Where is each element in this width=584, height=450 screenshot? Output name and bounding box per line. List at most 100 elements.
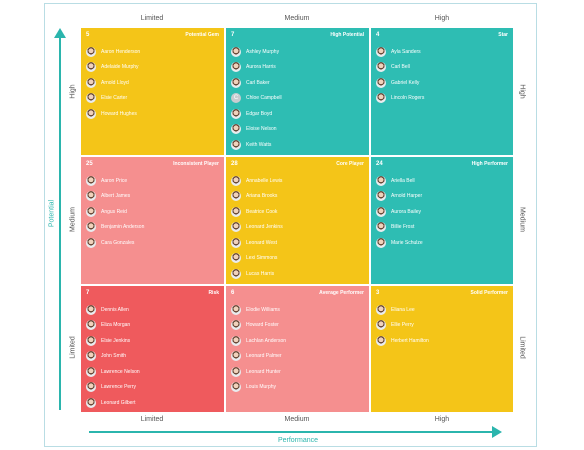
potential-arrow-icon — [54, 28, 66, 38]
person-item[interactable]: Leonard Jenkins — [231, 220, 283, 236]
person-item[interactable]: Keith Watts — [231, 137, 282, 153]
x-axis-top-medium: Medium — [284, 15, 310, 22]
person-item[interactable]: Leonard Hunter — [231, 364, 286, 380]
cell-label: Core Player — [336, 161, 364, 167]
person-item[interactable]: Howard Hughes — [86, 106, 140, 122]
person-item[interactable]: Arnold Lloyd — [86, 75, 140, 91]
person-item[interactable]: Lucas Harris — [231, 266, 283, 282]
person-item[interactable]: Aurora Harris — [231, 60, 282, 76]
people-list: Eliana Lee Ellie Perry Herbert Hamilton — [376, 302, 429, 349]
person-name: Arnold Lloyd — [101, 79, 129, 86]
person-item[interactable]: Elodie Williams — [231, 302, 286, 318]
person-item[interactable]: Leonard West — [231, 235, 283, 251]
avatar — [231, 351, 241, 362]
matrix-frame — [44, 3, 537, 447]
cell-label: High Potential — [330, 32, 364, 38]
grid-cell-high-performer[interactable]: 24 High Performer Ariella Bell Arnold Harpe… — [370, 156, 514, 285]
person-item[interactable]: Arnold Harper — [376, 189, 423, 205]
person-name: Elodie Williams — [246, 306, 280, 313]
person-item[interactable]: Beatrice Cook — [231, 204, 283, 220]
avatar — [86, 397, 96, 408]
grid-cell-high-potential[interactable]: 7 High Potential Ashley Murphy Aurora Harri… — [225, 27, 370, 156]
person-item[interactable]: Albert James — [86, 189, 144, 205]
person-item[interactable]: Gabriel Kelly — [376, 75, 424, 91]
person-item[interactable]: Aaron Henderson — [86, 44, 140, 60]
person-item[interactable]: Dennis Allen — [86, 302, 140, 318]
person-item[interactable]: Leonard Palmer — [231, 349, 286, 365]
person-item[interactable]: Leonard Gilbert — [86, 395, 140, 411]
people-list: Annabelle Lewis Ariana Brooks Beatrice Coo… — [231, 173, 283, 282]
person-name: Arnold Harper — [391, 193, 423, 200]
person-item[interactable]: Lawrence Perry — [86, 380, 140, 396]
person-item[interactable]: Eloise Nelson — [231, 122, 282, 138]
person-name: Ayla Sanders — [391, 48, 421, 55]
performance-arrow-icon — [492, 426, 502, 438]
person-item[interactable]: Angus Reid — [86, 204, 144, 220]
person-item[interactable]: Ashley Murphy — [231, 44, 282, 60]
person-item[interactable]: Elsie Carter — [86, 91, 140, 107]
avatar — [86, 93, 96, 104]
person-item[interactable]: Aurora Bailey — [376, 204, 423, 220]
avatar — [86, 366, 96, 377]
person-item[interactable]: Benjamin Anderson — [86, 220, 144, 236]
person-item[interactable]: Ariana Brooks — [231, 189, 283, 205]
person-item[interactable]: Louis Murphy — [231, 380, 286, 396]
person-name: Eloise Nelson — [246, 126, 277, 133]
person-item[interactable]: Eliza Morgan — [86, 318, 140, 334]
person-item[interactable]: Ayla Sanders — [376, 44, 424, 60]
person-item[interactable]: Lexi Simmons — [231, 251, 283, 267]
grid-cell-average-performer[interactable]: 6 Average Performer Elodie Williams Howard … — [225, 285, 370, 413]
person-item[interactable]: Marie Schulze — [376, 235, 423, 251]
person-item[interactable]: Elsie Jenkins — [86, 333, 140, 349]
person-name: Adelaide Murphy — [101, 64, 139, 71]
person-item[interactable]: Aaron Price — [86, 173, 144, 189]
person-name: Leonard Palmer — [246, 353, 282, 360]
person-name: Gabriel Kelly — [391, 79, 420, 86]
person-item[interactable]: Ariella Bell — [376, 173, 423, 189]
person-item[interactable]: Eliana Lee — [376, 302, 429, 318]
avatar — [231, 237, 241, 248]
person-item[interactable]: Lincoln Rogers — [376, 91, 424, 107]
avatar — [231, 366, 241, 377]
person-item[interactable]: Edgar Boyd — [231, 106, 282, 122]
person-name: Lucas Harris — [246, 270, 275, 277]
person-item[interactable]: Carl Bell — [376, 60, 424, 76]
avatar — [231, 253, 241, 264]
person-item[interactable]: Herbert Hamilton — [376, 333, 429, 349]
person-item[interactable]: Billie Frost — [376, 220, 423, 236]
person-item[interactable]: Ellie Perry — [376, 318, 429, 334]
grid-cell-inconsistent-player[interactable]: 25 Inconsistent Player Aaron Price Albert J… — [80, 156, 225, 285]
x-axis-bottom-limited: Limited — [140, 416, 164, 423]
y-axis-right-limited: Limited — [518, 336, 526, 359]
cell-label: Star — [498, 32, 508, 38]
person-item[interactable]: C Chloe Campbell — [231, 91, 282, 107]
grid-cell-core-player[interactable]: 28 Core Player Annabelle Lewis Ariana Brook… — [225, 156, 370, 285]
avatar — [231, 175, 241, 186]
person-item[interactable]: Lachlan Anderson — [231, 333, 286, 349]
grid-cell-potential-gem[interactable]: 5 Potential Gem Aaron Henderson Adelaide Mu… — [80, 27, 225, 156]
person-item[interactable]: Howard Foster — [231, 318, 286, 334]
grid-cell-star[interactable]: 4 Star Ayla Sanders Carl Bell Gabriel Kelly L… — [370, 27, 514, 156]
people-list: Aaron Price Albert James Angus Reid Benjami… — [86, 173, 144, 251]
performance-axis-title: Performance — [277, 437, 319, 444]
avatar — [86, 237, 96, 248]
avatar — [376, 62, 386, 73]
y-axis-right-high: High — [518, 84, 526, 99]
avatar — [231, 77, 241, 88]
avatar — [376, 77, 386, 88]
cell-count: 7 — [86, 290, 90, 296]
avatar — [231, 191, 241, 202]
person-item[interactable]: Carl Baker — [231, 75, 282, 91]
grid-cell-risk[interactable]: 7 Risk Dennis Allen Eliza Morgan Elsie Jenki… — [80, 285, 225, 413]
person-item[interactable]: Annabelle Lewis — [231, 173, 283, 189]
person-name: Ariella Bell — [391, 177, 415, 184]
avatar — [86, 320, 96, 331]
person-name: Dennis Allen — [101, 306, 129, 313]
person-item[interactable]: Lawrence Nelson — [86, 364, 140, 380]
person-item[interactable]: John Smith — [86, 349, 140, 365]
person-name: Ariana Brooks — [246, 193, 278, 200]
grid-cell-solid-performer[interactable]: 3 Solid Performer Eliana Lee Ellie Perry Her… — [370, 285, 514, 413]
avatar — [86, 77, 96, 88]
person-item[interactable]: Cara Gonzales — [86, 235, 144, 251]
person-item[interactable]: Adelaide Murphy — [86, 60, 140, 76]
